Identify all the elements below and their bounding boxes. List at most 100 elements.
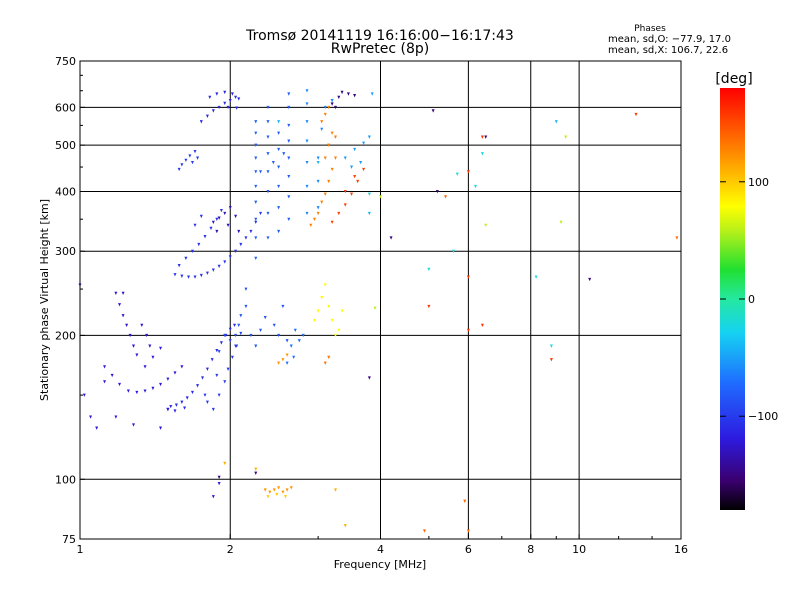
data-point	[263, 315, 267, 320]
data-point	[180, 400, 184, 404]
data-point	[534, 275, 538, 279]
data-point	[277, 206, 281, 210]
data-point	[114, 415, 118, 419]
data-point	[254, 184, 258, 189]
data-point	[277, 184, 281, 189]
data-points	[78, 89, 679, 533]
data-point	[285, 353, 289, 357]
data-point	[266, 120, 270, 124]
data-point	[254, 170, 258, 174]
data-point	[305, 120, 309, 124]
data-point	[275, 492, 279, 497]
data-point	[266, 152, 270, 156]
data-point	[480, 323, 484, 328]
data-point	[190, 249, 194, 254]
y-tick-label: 300	[55, 245, 76, 258]
data-point	[177, 264, 181, 268]
data-point	[254, 200, 258, 204]
data-point	[228, 339, 232, 343]
data-point	[209, 226, 213, 231]
data-point	[367, 376, 371, 380]
data-point	[285, 339, 289, 343]
data-point	[333, 156, 337, 160]
data-point	[333, 105, 337, 110]
data-point	[215, 217, 219, 222]
data-point	[239, 242, 243, 247]
data-point	[159, 426, 163, 430]
data-point	[266, 105, 270, 110]
y-tick-label: 500	[55, 139, 76, 152]
data-point	[114, 291, 118, 296]
data-point	[266, 189, 270, 194]
data-point	[287, 139, 291, 143]
data-point	[211, 495, 215, 499]
data-point	[277, 165, 281, 169]
data-point	[320, 296, 324, 300]
data-point	[266, 236, 270, 240]
data-point	[259, 170, 263, 174]
data-point	[330, 220, 334, 225]
data-point	[305, 139, 309, 143]
data-point	[208, 95, 212, 99]
data-point	[305, 160, 309, 165]
data-point	[675, 236, 679, 240]
data-point	[367, 192, 371, 196]
data-point	[177, 167, 181, 172]
x-tick-label: 10	[572, 543, 586, 556]
colorbar-ticks: 100 0 −100	[720, 176, 778, 423]
data-point	[484, 223, 488, 228]
data-point	[226, 223, 230, 228]
colorbar-tick-label: −100	[748, 410, 778, 423]
data-point	[244, 236, 248, 240]
data-point	[323, 283, 327, 287]
data-point	[343, 189, 347, 194]
data-point	[337, 328, 341, 333]
data-point	[135, 353, 139, 357]
data-point	[323, 156, 327, 160]
data-point	[180, 163, 184, 167]
data-point	[196, 384, 200, 388]
data-point	[367, 211, 371, 216]
data-point	[277, 147, 281, 152]
data-point	[323, 192, 327, 196]
data-point	[223, 90, 227, 95]
data-point	[118, 382, 122, 387]
y-tick-label: 100	[55, 473, 76, 486]
data-point	[228, 255, 232, 259]
data-point	[135, 390, 139, 395]
y-axis: 75 100 200 300 400 500 600 750	[55, 55, 85, 546]
data-point	[89, 415, 93, 419]
data-point	[287, 92, 291, 96]
data-point	[233, 323, 237, 328]
data-point	[95, 426, 99, 430]
data-point	[128, 333, 132, 338]
data-point	[219, 341, 223, 345]
data-point	[305, 211, 309, 216]
data-point	[166, 407, 170, 412]
data-point	[121, 314, 125, 318]
data-point	[249, 333, 253, 338]
data-point	[237, 229, 241, 234]
data-point	[217, 481, 221, 486]
data-point	[159, 346, 163, 351]
data-point	[237, 97, 241, 101]
data-point	[277, 131, 281, 135]
data-point	[223, 260, 227, 264]
data-point	[235, 344, 239, 348]
data-point	[277, 229, 281, 234]
data-point	[316, 206, 320, 210]
data-point	[305, 102, 309, 106]
data-point	[327, 304, 331, 309]
data-point	[282, 152, 286, 156]
data-point	[234, 214, 238, 219]
data-point	[549, 344, 553, 348]
data-point	[272, 323, 276, 328]
data-point	[271, 160, 275, 165]
data-point	[234, 95, 238, 99]
data-point	[320, 120, 324, 124]
x-tick-label: 16	[674, 543, 688, 556]
data-point	[297, 339, 301, 343]
data-point	[239, 331, 243, 336]
data-point	[196, 156, 200, 160]
data-point	[183, 406, 187, 410]
